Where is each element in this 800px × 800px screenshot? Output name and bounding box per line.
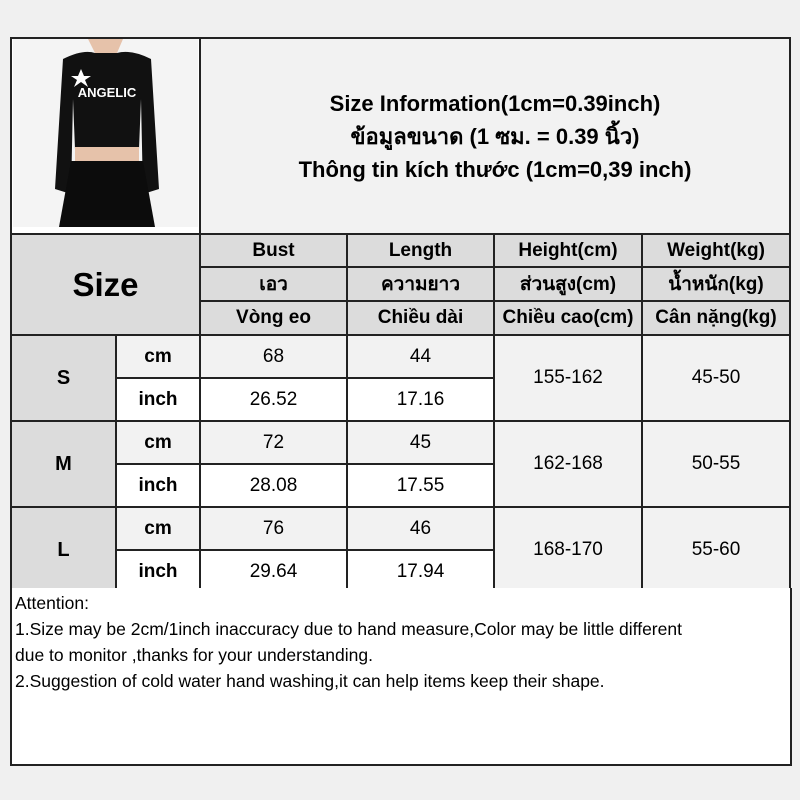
size-m-label: M xyxy=(10,420,117,508)
attention-line-1: 1.Size may be 2cm/1inch inaccuracy due t… xyxy=(15,619,682,639)
product-photo-icon: ANGELIC xyxy=(13,39,198,227)
logo-text: ANGELIC xyxy=(78,85,137,100)
weight-range: 50-55 xyxy=(641,420,791,508)
height-range: 168-170 xyxy=(493,506,643,594)
unit-cm: cm xyxy=(115,334,201,379)
title-vietnamese: Thông tin kích thước (1cm=0,39 inch) xyxy=(298,156,692,182)
header-weight-vietnamese: Cân nặng(kg) xyxy=(641,300,791,336)
unit-inch: inch xyxy=(115,463,201,508)
bust-inch: 28.08 xyxy=(199,463,348,508)
height-range: 155-162 xyxy=(493,334,643,422)
attention-line-2: due to monitor ,thanks for your understa… xyxy=(15,645,373,665)
bust-cm: 68 xyxy=(199,334,348,379)
header-length-vietnamese: Chiều dài xyxy=(346,300,495,336)
header-height-thai: ส่วนสูง(cm) xyxy=(493,266,643,302)
title-english: Size Information(1cm=0.39inch) xyxy=(329,90,661,116)
bust-cm: 76 xyxy=(199,506,348,551)
length-inch: 17.55 xyxy=(346,463,495,508)
header-height-vietnamese: Chiều cao(cm) xyxy=(493,300,643,336)
title-thai: ข้อมูลขนาด (1 ซม. = 0.39 นิ้ว) xyxy=(350,123,640,149)
unit-inch: inch xyxy=(115,377,201,422)
height-range: 162-168 xyxy=(493,420,643,508)
bust-inch: 29.64 xyxy=(199,549,348,594)
size-chart-table: ANGELIC Size Information(1cm=0.39inch) ข… xyxy=(10,37,791,594)
header-weight-thai: น้ำหนัก(kg) xyxy=(641,266,791,302)
weight-range: 55-60 xyxy=(641,506,791,594)
unit-cm: cm xyxy=(115,420,201,465)
unit-inch: inch xyxy=(115,549,201,594)
bust-inch: 26.52 xyxy=(199,377,348,422)
size-header: Size xyxy=(10,233,201,336)
size-s-label: S xyxy=(10,334,117,422)
attention-heading: Attention: xyxy=(15,593,89,613)
header-bust: Bust xyxy=(199,233,348,268)
weight-range: 45-50 xyxy=(641,334,791,422)
length-inch: 17.16 xyxy=(346,377,495,422)
attention-box: Attention: 1.Size may be 2cm/1inch inacc… xyxy=(10,588,792,766)
product-image: ANGELIC xyxy=(10,37,201,235)
unit-cm: cm xyxy=(115,506,201,551)
length-cm: 45 xyxy=(346,420,495,465)
header-height: Height(cm) xyxy=(493,233,643,268)
attention-line-3: 2.Suggestion of cold water hand washing,… xyxy=(15,671,605,691)
length-cm: 46 xyxy=(346,506,495,551)
size-l-label: L xyxy=(10,506,117,594)
header-bust-vietnamese: Vòng eo xyxy=(199,300,348,336)
header-bust-thai: เอว xyxy=(199,266,348,302)
length-inch: 17.94 xyxy=(346,549,495,594)
header-length: Length xyxy=(346,233,495,268)
bust-cm: 72 xyxy=(199,420,348,465)
header-length-thai: ความยาว xyxy=(346,266,495,302)
header-weight: Weight(kg) xyxy=(641,233,791,268)
length-cm: 44 xyxy=(346,334,495,379)
title-cell: Size Information(1cm=0.39inch) ข้อมูลขนา… xyxy=(199,37,791,235)
